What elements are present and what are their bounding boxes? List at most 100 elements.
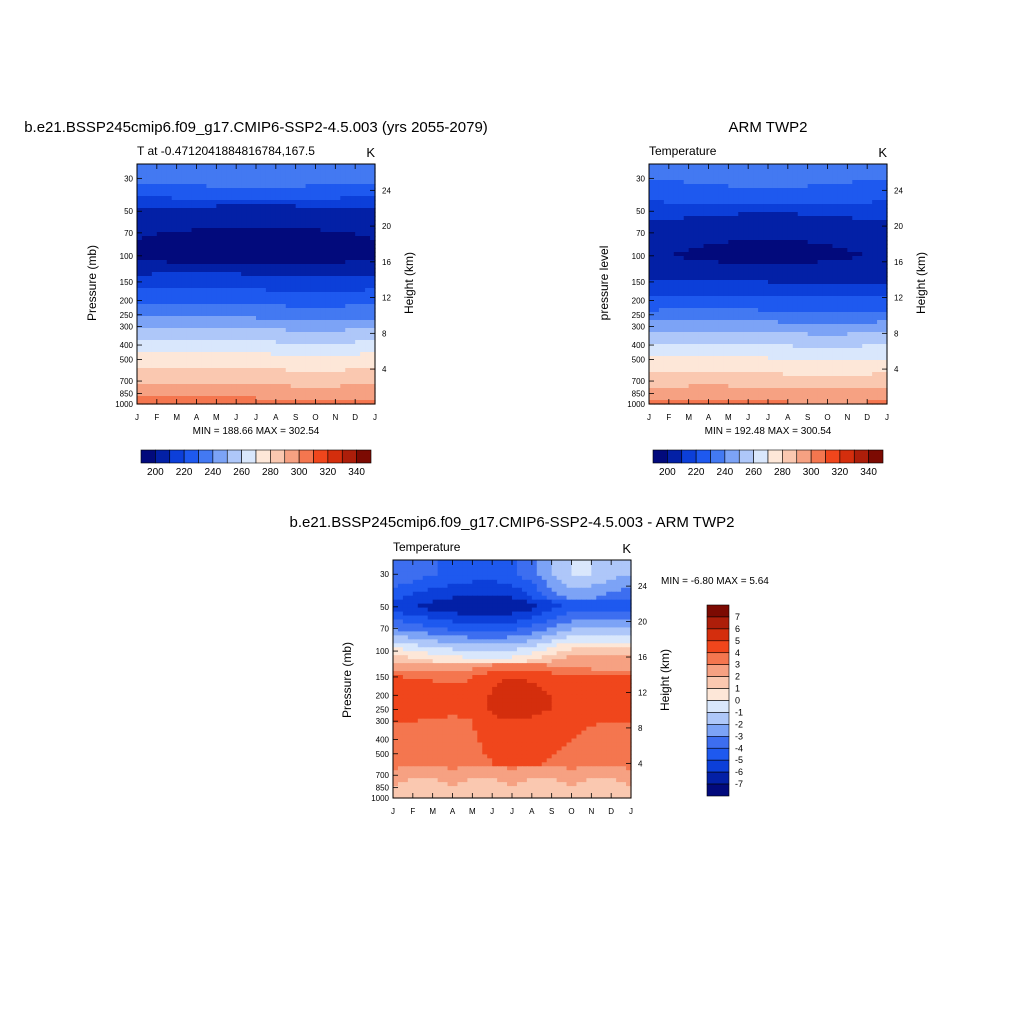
model-cell xyxy=(280,284,287,289)
obs-cell xyxy=(882,320,888,325)
obs-cell xyxy=(832,184,839,189)
model-cell xyxy=(186,220,193,225)
obs-cell xyxy=(877,208,883,213)
model-cell xyxy=(330,220,336,225)
obs-cell xyxy=(738,212,744,217)
obs-cell xyxy=(649,220,655,225)
model-cell xyxy=(186,236,193,241)
model-cell xyxy=(370,352,376,357)
model-cell xyxy=(350,288,356,293)
model-cell xyxy=(256,320,262,325)
model-cell xyxy=(246,324,252,329)
model-cell xyxy=(360,228,366,233)
model-cell xyxy=(181,240,188,245)
obs-cell xyxy=(683,168,690,173)
obs-cell xyxy=(683,244,690,249)
model-cell xyxy=(260,332,267,337)
obs-cell xyxy=(807,220,814,225)
model-cell xyxy=(161,180,168,185)
model-cell xyxy=(231,244,237,249)
model-cell xyxy=(181,256,188,261)
model-cell xyxy=(191,304,198,309)
model-cell xyxy=(270,336,277,341)
obs-cell xyxy=(708,168,715,173)
model-cell xyxy=(206,292,212,297)
model-cell xyxy=(251,300,257,305)
model-cell xyxy=(275,344,282,349)
model-y2-tick-label: 8 xyxy=(382,329,387,338)
model-cell xyxy=(330,288,336,293)
obs-cell xyxy=(708,232,715,237)
model-cell xyxy=(181,332,188,337)
obs-cell xyxy=(743,216,749,221)
obs-cell xyxy=(768,252,774,257)
obs-cell xyxy=(738,300,744,305)
obs-cell xyxy=(777,252,784,257)
obs-cell xyxy=(802,176,809,181)
model-cell xyxy=(350,192,356,197)
model-cell xyxy=(340,328,346,333)
model-cell xyxy=(156,368,163,373)
model-cell xyxy=(236,164,242,169)
model-cell xyxy=(176,168,183,173)
model-cell xyxy=(340,232,346,237)
model-cell xyxy=(231,168,237,173)
obs-cell xyxy=(882,240,888,245)
obs-cell xyxy=(847,308,853,313)
model-cell xyxy=(295,376,302,381)
model-cell xyxy=(280,364,287,369)
obs-cell xyxy=(772,328,779,333)
model-cell xyxy=(310,392,317,397)
obs-cell xyxy=(872,268,878,273)
model-cell xyxy=(290,276,297,281)
obs-cell xyxy=(663,220,670,225)
model-cell xyxy=(246,384,252,389)
obs-cell xyxy=(658,172,665,177)
obs-cell xyxy=(758,316,764,321)
model-cell xyxy=(355,320,361,325)
obs-cell xyxy=(782,212,789,217)
model-cell xyxy=(345,188,351,193)
obs-cell xyxy=(763,284,769,289)
obs-cell xyxy=(782,172,789,177)
obs-cell xyxy=(817,216,824,221)
obs-cell xyxy=(649,272,655,277)
obs-cell xyxy=(653,300,660,305)
model-cell xyxy=(231,376,237,381)
model-cell xyxy=(236,232,242,237)
obs-cell xyxy=(797,188,804,193)
obs-cell xyxy=(718,284,724,289)
model-cell xyxy=(196,388,203,393)
obs-cell xyxy=(812,228,819,233)
obs-cell xyxy=(772,240,779,245)
model-cell xyxy=(350,180,356,185)
obs-cell xyxy=(663,320,670,325)
model-cell xyxy=(290,336,297,341)
obs-cell xyxy=(862,228,868,233)
obs-cell xyxy=(768,256,774,261)
obs-cell xyxy=(822,320,829,325)
model-cell xyxy=(320,308,327,313)
model-cell xyxy=(196,220,203,225)
obs-cell xyxy=(673,192,680,197)
model-cell xyxy=(320,244,327,249)
model-cell xyxy=(355,252,361,257)
model-cell xyxy=(151,240,158,245)
model-cell xyxy=(285,388,292,393)
model-cell xyxy=(315,320,322,325)
obs-cell xyxy=(842,216,848,221)
model-cell xyxy=(265,304,272,309)
model-cell xyxy=(246,288,252,293)
model-cell xyxy=(370,252,376,257)
model-cell xyxy=(320,332,327,337)
obs-cell xyxy=(842,188,848,193)
obs-cell xyxy=(703,324,710,329)
model-cell xyxy=(295,284,302,289)
obs-cell xyxy=(653,260,660,265)
model-cell xyxy=(196,392,203,397)
obs-cell xyxy=(723,288,729,293)
obs-cell xyxy=(708,280,715,285)
obs-cell xyxy=(663,268,670,273)
model-cell xyxy=(315,368,322,373)
model-cell xyxy=(137,172,143,177)
